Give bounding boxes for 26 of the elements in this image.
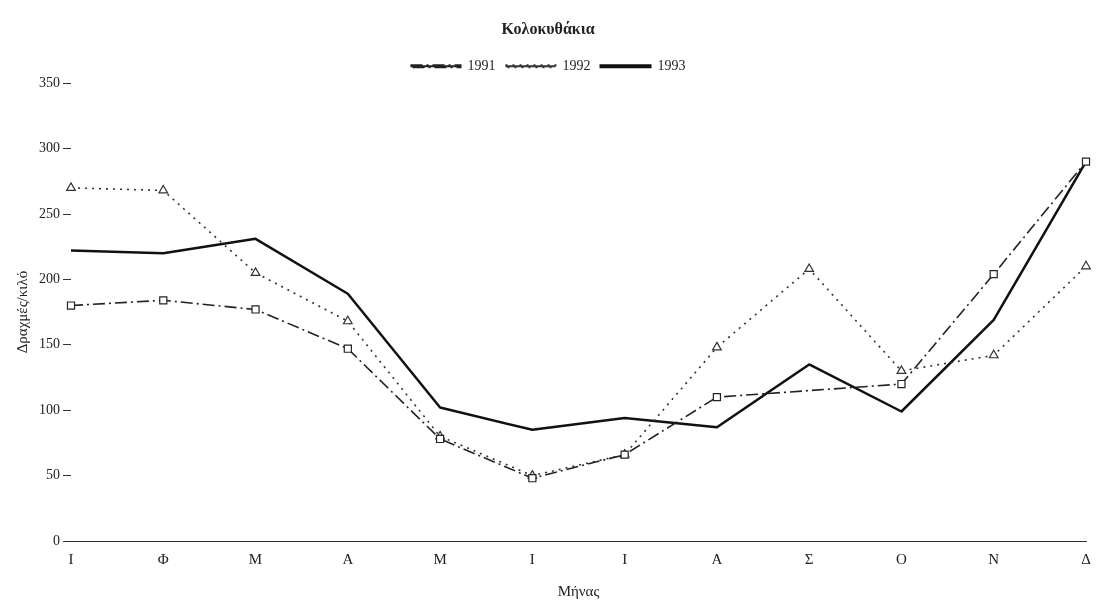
x-axis-title: Μήνας: [557, 582, 600, 599]
x-tick-label: Μ: [248, 550, 263, 567]
legend-label: 1991: [467, 57, 496, 73]
x-tick-label: Ο: [896, 550, 908, 567]
chart-title: Κολοκυθάκια: [501, 19, 595, 37]
y-tick-label: 0: [53, 532, 60, 548]
y-tick-label: 100: [39, 401, 60, 417]
x-tick-label: Α: [342, 550, 354, 567]
x-tick-label: Ν: [988, 550, 1000, 567]
y-tick-label: 300: [39, 140, 60, 156]
y-tick-label: 250: [39, 205, 60, 221]
legend-label: 1993: [657, 57, 686, 73]
y-tick-label: 150: [39, 336, 60, 352]
y-tick-label: 350: [39, 74, 60, 90]
x-tick-label: Δ: [1081, 550, 1092, 567]
x-tick-label: Μ: [433, 550, 447, 567]
x-tick-label: Σ: [804, 550, 814, 567]
y-tick-label: 50: [46, 467, 60, 483]
legend-label: 1992: [562, 57, 591, 73]
y-axis-title: Δραχμές/κιλό: [13, 270, 30, 354]
x-tick-label: Α: [711, 550, 723, 567]
x-tick-label: Ι: [622, 550, 628, 567]
x-tick-label: Ι: [529, 550, 535, 567]
x-tick-label: Φ: [157, 550, 169, 567]
x-tick-label: Ι: [68, 550, 74, 567]
y-tick-label: 200: [39, 271, 60, 287]
